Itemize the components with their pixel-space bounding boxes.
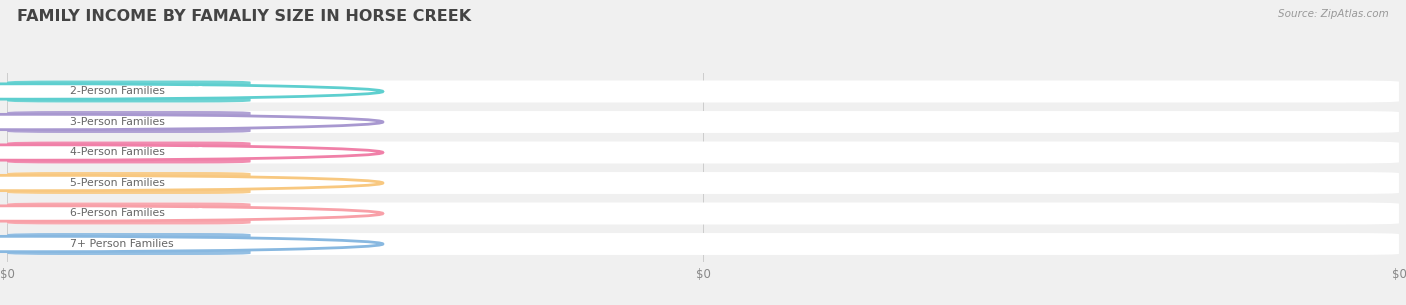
Text: $0: $0 — [190, 178, 205, 188]
Circle shape — [0, 84, 382, 99]
Circle shape — [0, 206, 382, 221]
FancyBboxPatch shape — [7, 111, 250, 133]
FancyBboxPatch shape — [7, 203, 250, 224]
Text: $0: $0 — [190, 148, 205, 157]
FancyBboxPatch shape — [7, 233, 1399, 255]
Circle shape — [0, 114, 382, 130]
Text: $0: $0 — [190, 239, 205, 249]
FancyBboxPatch shape — [7, 172, 1399, 194]
Text: $0: $0 — [190, 117, 205, 127]
Text: FAMILY INCOME BY FAMALIY SIZE IN HORSE CREEK: FAMILY INCOME BY FAMALIY SIZE IN HORSE C… — [17, 9, 471, 24]
Text: 6-Person Families: 6-Person Families — [70, 209, 165, 218]
Text: $0: $0 — [190, 209, 205, 218]
Text: Source: ZipAtlas.com: Source: ZipAtlas.com — [1278, 9, 1389, 19]
Circle shape — [0, 145, 382, 160]
FancyBboxPatch shape — [7, 233, 250, 255]
Circle shape — [0, 175, 382, 191]
FancyBboxPatch shape — [7, 81, 1399, 102]
FancyBboxPatch shape — [7, 203, 1399, 224]
Text: 7+ Person Families: 7+ Person Families — [70, 239, 173, 249]
FancyBboxPatch shape — [7, 142, 1399, 163]
FancyBboxPatch shape — [7, 81, 250, 102]
FancyBboxPatch shape — [7, 142, 250, 163]
Text: 2-Person Families: 2-Person Families — [70, 87, 165, 96]
FancyBboxPatch shape — [7, 111, 1399, 133]
Text: 5-Person Families: 5-Person Families — [70, 178, 165, 188]
FancyBboxPatch shape — [7, 172, 250, 194]
Text: $0: $0 — [190, 87, 205, 96]
Text: 4-Person Families: 4-Person Families — [70, 148, 165, 157]
Circle shape — [0, 236, 382, 252]
Text: 3-Person Families: 3-Person Families — [70, 117, 165, 127]
